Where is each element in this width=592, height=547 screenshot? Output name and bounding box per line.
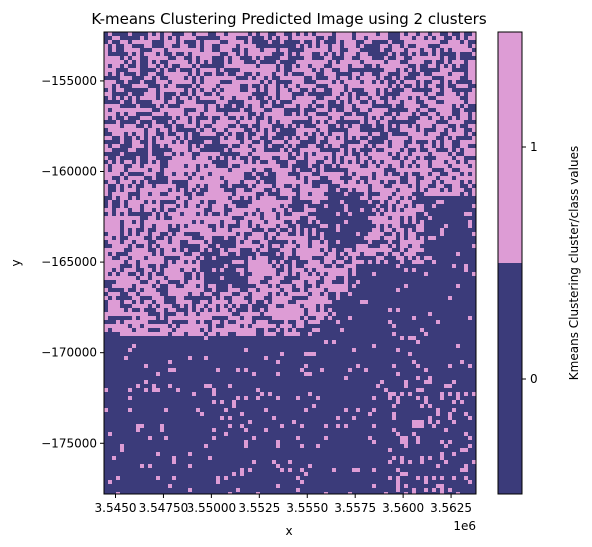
y-tick-label: −175000 <box>41 436 97 450</box>
colorbar-label: Kmeans Clustering cluster/class values <box>567 146 581 380</box>
x-tick-label: 3.5600 <box>382 501 424 515</box>
colorbar-tick-label: 0 <box>530 372 538 386</box>
y-axis: −155000 −160000 −165000 −170000 −175000 <box>41 74 104 450</box>
plot-frame <box>103 31 477 495</box>
x-tick-label: 3.5550 <box>286 501 328 515</box>
y-tick-label: −165000 <box>41 255 97 269</box>
colorbar-ticks: 01 <box>522 140 538 386</box>
x-axis-label: x <box>285 524 292 538</box>
colorbar: 01 Kmeans Clustering cluster/class value… <box>497 31 581 495</box>
colorbar-frame <box>497 31 523 495</box>
x-tick-label: 3.5450 <box>95 501 137 515</box>
x-tick-label: 3.55000 <box>187 501 237 515</box>
x-tick-label: 3.5625 <box>430 501 472 515</box>
colorbar-segment-1 <box>498 32 522 263</box>
colorbar-segment-0 <box>498 263 522 494</box>
chart-title: K-means Clustering Predicted Image using… <box>91 10 487 28</box>
y-tick-label: −160000 <box>41 165 97 179</box>
plot-area <box>103 31 477 495</box>
x-axis-offset-label: 1e6 <box>453 519 476 533</box>
x-tick-label: 3.5525 <box>238 501 280 515</box>
colorbar-tick-label: 1 <box>530 140 538 154</box>
y-axis-label: y <box>9 259 23 266</box>
y-tick-label: −170000 <box>41 346 97 360</box>
cluster-map-image <box>104 32 476 494</box>
x-tick-label: 3.5575 <box>334 501 376 515</box>
y-tick-label: −155000 <box>41 74 97 88</box>
x-tick-label: 3.54750 <box>139 501 189 515</box>
